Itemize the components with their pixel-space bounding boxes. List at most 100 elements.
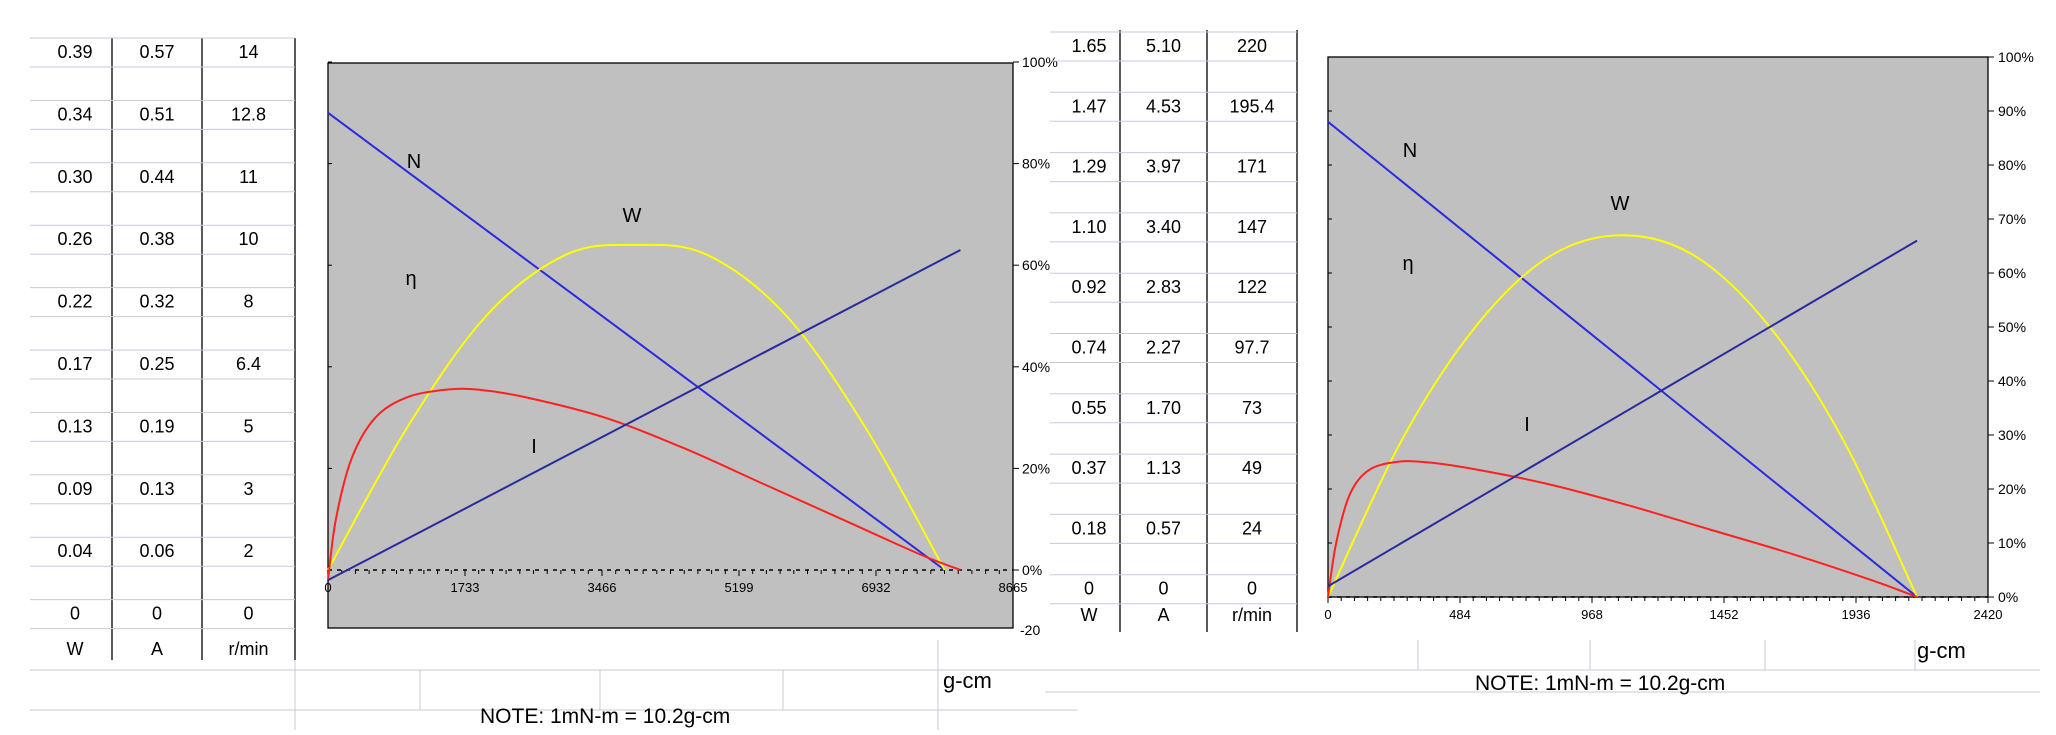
series-w-line [327, 243, 946, 571]
y-right-axis: 0% 10% 20% 30% 40% 50% 60% 70% 80% 90% 100% [1988, 49, 2034, 605]
plot-area [1327, 56, 1989, 598]
table-header-a: A [151, 639, 163, 659]
table-header-w: W [1081, 605, 1098, 625]
table-cell: 10 [238, 229, 258, 249]
y-right-tick-label: 80% [1998, 157, 2026, 173]
table-cell: 171 [1237, 157, 1267, 177]
x-axis-label: g-cm [1917, 638, 1966, 663]
table-cell: 220 [1237, 36, 1267, 56]
note-text: NOTE: 1mN-m = 10.2g-cm [480, 705, 730, 728]
table-cell: 2.27 [1146, 338, 1181, 358]
x-axis: 0 484 968 1452 1936 2420 [1324, 596, 2003, 622]
y-right-tick-label: 60% [1022, 257, 1050, 273]
series-i-line [327, 249, 961, 582]
series-eta-line [327, 387, 961, 581]
table-cell: 0.18 [1071, 518, 1106, 538]
curve-label-w: W [1611, 193, 1630, 215]
curve-label-w: W [623, 205, 642, 227]
table-header-rmin: r/min [1232, 605, 1272, 625]
data-table: 0.39 0.57 14 0.34 0.51 12.8 0.30 0.44 11 0.26 0.38… [30, 37, 296, 660]
y-right-tick-label: 0% [1022, 562, 1042, 578]
table-cell: 5 [243, 416, 253, 436]
table-cell: 0.57 [1146, 518, 1181, 538]
table-cell: 0.17 [57, 354, 92, 374]
table-cell: 0.38 [139, 229, 174, 249]
table-cell: 122 [1237, 277, 1267, 297]
table-cell: 0 [243, 604, 253, 624]
table-cell: 0.74 [1071, 338, 1106, 358]
x-tick-label: 1733 [451, 580, 480, 595]
x-tick-label: 1936 [1842, 607, 1871, 622]
y-right-tick-label: 0% [1998, 589, 2018, 605]
table-cell: 0.13 [139, 479, 174, 499]
x-tick-label: 5199 [725, 580, 754, 595]
y-right-tick-label: 20% [1998, 481, 2026, 497]
chart-2: 1.65 5.10 220 1.47 4.53 195.4 1.29 3.97 171 1.10 3… [1050, 30, 2034, 663]
table-header-w: W [67, 639, 84, 659]
table-cell: 1.47 [1071, 96, 1106, 116]
table-cell: 4.53 [1146, 96, 1181, 116]
table-cell: 0.13 [57, 416, 92, 436]
table-cell: 0.30 [57, 167, 92, 187]
table-cell: 5.10 [1146, 36, 1181, 56]
table-cell: 0.32 [139, 292, 174, 312]
curve-label-n: N [407, 151, 421, 173]
curve-label-i: I [1524, 414, 1530, 436]
y-right-tick-label: 80% [1022, 156, 1050, 172]
plot-area [327, 62, 1014, 629]
table-cell: 147 [1237, 217, 1267, 237]
table-cell: 2.83 [1146, 277, 1181, 297]
table-cell: 0 [1247, 579, 1257, 599]
table-cell: 0.19 [139, 416, 174, 436]
chart-1: 0.39 0.57 14 0.34 0.51 12.8 0.30 0.44 11 0.26 0.38… [30, 37, 1058, 693]
x-tick-label: 0 [324, 580, 331, 595]
table-cell: 97.7 [1234, 338, 1269, 358]
y-right-tick-label: 40% [1998, 373, 2026, 389]
x-tick-label: 968 [1581, 607, 1603, 622]
data-table: 1.65 5.10 220 1.47 4.53 195.4 1.29 3.97 171 1.10 3… [1050, 30, 1298, 632]
x-tick-label: 2420 [1974, 607, 2003, 622]
table-cell: 11 [239, 167, 258, 187]
y-right-tick-label: 40% [1022, 359, 1050, 375]
table-header-a: A [1157, 605, 1169, 625]
table-cell: 195.4 [1229, 96, 1274, 116]
x-axis: 0 1733 3466 5199 6932 8665 [324, 569, 1027, 595]
x-tick-label: 484 [1449, 607, 1471, 622]
table-cell: 0.44 [139, 167, 174, 187]
table-cell: 0.34 [57, 104, 92, 124]
table-cell: 0 [152, 604, 162, 624]
table-cell: 6.4 [236, 354, 261, 374]
table-cell: 1.70 [1146, 398, 1181, 418]
series-i-line [1327, 239, 1918, 588]
note-text: NOTE: 1mN-m = 10.2g-cm [1475, 672, 1725, 695]
table-cell: 0.25 [139, 354, 174, 374]
table-cell: 49 [1242, 458, 1262, 478]
series-eta-line [1327, 460, 1918, 598]
table-cell: 0.09 [57, 479, 92, 499]
table-cell: 3.40 [1146, 217, 1181, 237]
y-right-tick-label: 90% [1998, 103, 2026, 119]
x-tick-label: 3466 [588, 580, 617, 595]
table-cell: 0.06 [139, 541, 174, 561]
table-cell: 1.29 [1071, 157, 1106, 177]
series-w-line [1327, 234, 1918, 598]
x-axis-label: g-cm [943, 668, 992, 693]
series-n-line [1327, 121, 1918, 598]
table-cell: 0.37 [1071, 458, 1106, 478]
series-n-line [327, 111, 946, 571]
table-cell: 1.65 [1071, 36, 1106, 56]
table-cell: 14 [238, 42, 258, 62]
y-right-tick-label: 30% [1998, 427, 2026, 443]
table-cell: 2 [243, 541, 253, 561]
curve-label-eta: η [1402, 253, 1413, 275]
y-right-tick-label: 100% [1022, 54, 1058, 70]
curve-label-eta: η [405, 268, 416, 290]
y-right-axis: 0% 20% 40% 60% 80% 100% -20 [1013, 54, 1058, 638]
y-right-tick-label: 60% [1998, 265, 2026, 281]
table-header-rmin: r/min [229, 639, 269, 659]
table-cell: 0.55 [1071, 398, 1106, 418]
y-right-tick-label: -20 [1020, 622, 1040, 638]
table-cell: 0 [1084, 579, 1094, 599]
